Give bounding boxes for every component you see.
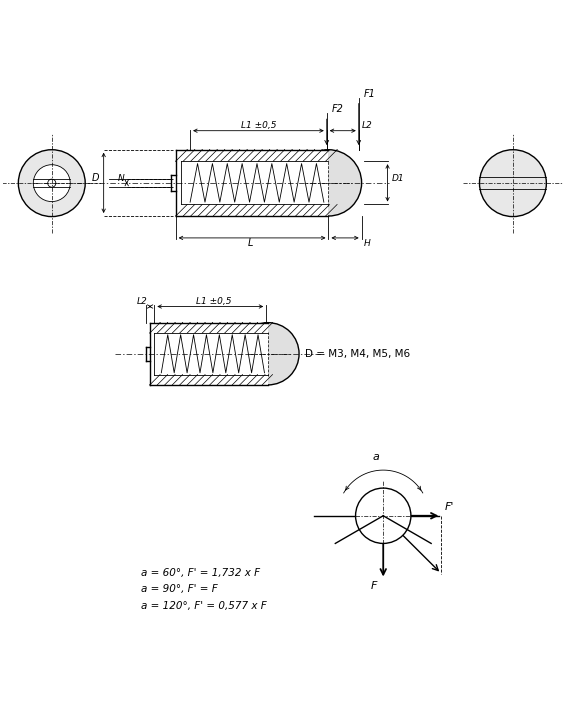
Text: L2: L2 [137,297,148,306]
Text: F2: F2 [331,105,343,114]
Text: F': F' [445,502,454,512]
Text: N: N [118,174,125,182]
Text: a: a [373,452,379,462]
Circle shape [356,488,411,544]
Text: D = M3, M4, M5, M6: D = M3, M4, M5, M6 [306,348,410,359]
Text: L: L [247,238,253,248]
Circle shape [480,150,546,216]
Text: a = 120°, F' = 0,577 x F: a = 120°, F' = 0,577 x F [141,600,267,611]
Bar [150,322,268,333]
Text: D: D [92,173,100,182]
Text: F1: F1 [363,89,375,99]
Text: L2: L2 [362,121,373,131]
Circle shape [33,165,70,202]
Text: a = 60°, F' = 1,732 x F: a = 60°, F' = 1,732 x F [141,568,260,579]
Bar [150,322,268,385]
Bar [150,375,268,385]
Text: D1: D1 [392,174,404,182]
Text: H: H [364,239,371,248]
Bar [176,150,328,161]
Text: a = 90°, F' = F: a = 90°, F' = F [141,584,218,595]
Circle shape [19,150,85,216]
Circle shape [48,179,56,187]
Bar [176,150,328,216]
Text: F: F [371,581,377,591]
Circle shape [237,322,299,385]
Bar [176,205,328,216]
Text: L1 ±0,5: L1 ±0,5 [241,121,276,130]
Text: L1 ±0,5: L1 ±0,5 [196,297,232,306]
Circle shape [295,150,361,216]
